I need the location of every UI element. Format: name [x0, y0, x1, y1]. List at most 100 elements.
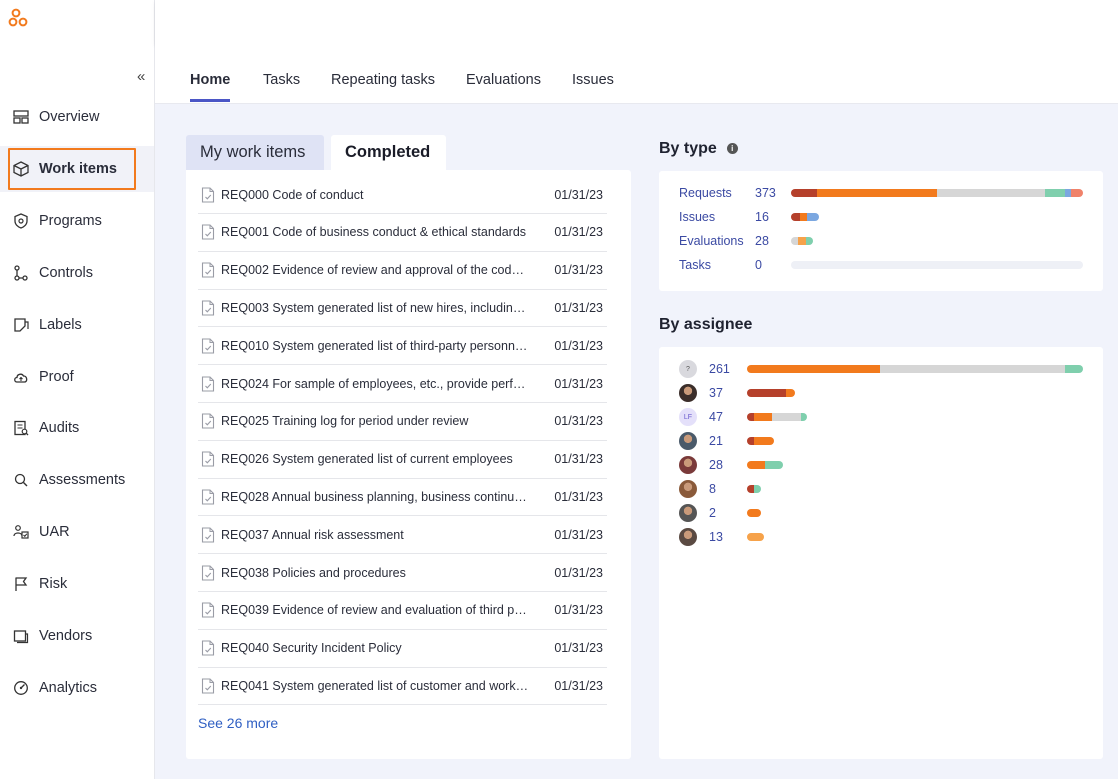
- sidebar: « Overview Work items Programs Controls …: [0, 0, 155, 779]
- bar-segment: [936, 189, 1046, 197]
- stacked-bar[interactable]: [747, 485, 762, 493]
- list-item[interactable]: REQ041 System generated list of customer…: [198, 667, 607, 706]
- sidebar-item-label: Analytics: [39, 680, 98, 696]
- type-count[interactable]: 373: [755, 186, 776, 200]
- tab-issues[interactable]: Issues: [572, 72, 614, 88]
- info-icon[interactable]: i: [726, 143, 738, 155]
- work-item-title: REQ000 Code of conduct: [221, 187, 364, 202]
- assignee-count[interactable]: 28: [709, 458, 723, 472]
- avatar[interactable]: LF: [679, 408, 697, 426]
- collapse-sidebar-icon[interactable]: «: [137, 68, 146, 85]
- avatar[interactable]: [679, 480, 697, 498]
- document-icon: [201, 224, 215, 240]
- list-item[interactable]: REQ000 Code of conduct 01/31/23: [198, 176, 607, 214]
- sidebar-item-controls[interactable]: Controls: [0, 250, 154, 296]
- sidebar-item-programs[interactable]: Programs: [0, 198, 154, 244]
- tab-home[interactable]: Home: [190, 72, 231, 102]
- work-items-list: REQ000 Code of conduct 01/31/23 REQ001 Cod…: [186, 170, 631, 759]
- sidebar-item-proof[interactable]: Proof: [0, 354, 154, 400]
- list-item[interactable]: REQ024 For sample of employees, etc., pr…: [198, 365, 607, 403]
- work-item-title: REQ028 Annual business planning, busines…: [221, 489, 547, 504]
- tab-evaluations[interactable]: Evaluations: [466, 72, 541, 88]
- work-item-title: REQ001 Code of business conduct & ethica…: [221, 225, 527, 240]
- assignee-row: 37: [679, 384, 747, 402]
- assignee-count[interactable]: 2: [709, 506, 716, 520]
- assignee-count[interactable]: 8: [709, 482, 716, 496]
- stacked-bar[interactable]: [747, 413, 808, 421]
- work-item-title: REQ038 Policies and procedures: [221, 565, 406, 580]
- tab-tasks[interactable]: Tasks: [263, 72, 301, 88]
- work-item-date: 01/31/23: [554, 376, 603, 391]
- sidebar-item-uar[interactable]: UAR: [0, 509, 154, 555]
- list-item[interactable]: REQ001 Code of business conduct & ethica…: [198, 214, 607, 252]
- bar-segment: [800, 413, 808, 421]
- document-icon: [201, 413, 215, 429]
- list-item[interactable]: REQ037 Annual risk assessment 01/31/23: [198, 516, 607, 555]
- by-type-heading: By type: [659, 140, 717, 157]
- assignee-row: LF 47: [679, 408, 747, 426]
- see-more-link[interactable]: See 26 more: [198, 715, 279, 731]
- avatar[interactable]: [679, 504, 697, 522]
- stacked-bar[interactable]: [747, 533, 765, 541]
- list-item[interactable]: REQ025 Training log for period under rev…: [198, 403, 607, 441]
- assignee-count[interactable]: 21: [709, 434, 723, 448]
- bar-segment: [747, 413, 754, 421]
- type-label[interactable]: Issues: [679, 210, 716, 224]
- sidebar-item-vendors[interactable]: Vendors: [0, 613, 154, 659]
- avatar[interactable]: [679, 384, 697, 402]
- stacked-bar[interactable]: [747, 437, 775, 445]
- list-item[interactable]: REQ003 System generated list of new hire…: [198, 289, 607, 328]
- list-item[interactable]: REQ039 Evidence of review and evaluation…: [198, 592, 607, 630]
- bar-segment: [791, 189, 818, 197]
- list-item[interactable]: REQ026 System generated list of current …: [198, 441, 607, 479]
- sidebar-item-label: Overview: [39, 109, 100, 125]
- avatar[interactable]: [679, 528, 697, 546]
- list-item[interactable]: REQ028 Annual business planning, busines…: [198, 478, 607, 517]
- type-count[interactable]: 0: [755, 258, 762, 272]
- sidebar-item-work-items[interactable]: Work items: [0, 146, 154, 192]
- type-count[interactable]: 16: [755, 210, 769, 224]
- assignee-count[interactable]: 261: [709, 362, 730, 376]
- stacked-bar[interactable]: [747, 365, 1083, 373]
- sidebar-item-analytics[interactable]: Analytics: [0, 665, 154, 711]
- sidebar-item-assessments[interactable]: Assessments: [0, 457, 154, 503]
- stacked-bar[interactable]: [791, 261, 1083, 269]
- assignee-count[interactable]: 47: [709, 410, 723, 424]
- sidebar-item-audits[interactable]: Audits: [0, 405, 154, 451]
- bar-segment: [1045, 189, 1066, 197]
- cloud-icon: [12, 368, 30, 386]
- type-label[interactable]: Tasks: [679, 258, 711, 272]
- app-logo-icon[interactable]: [8, 7, 34, 33]
- tab-repeating-tasks[interactable]: Repeating tasks: [331, 72, 435, 88]
- assignee-count[interactable]: 37: [709, 386, 723, 400]
- avatar[interactable]: ?: [679, 360, 697, 378]
- bar-segment: [753, 413, 773, 421]
- sidebar-item-labels[interactable]: Labels: [0, 302, 154, 348]
- avatar[interactable]: [679, 432, 697, 450]
- stacked-bar[interactable]: [791, 237, 813, 245]
- stacked-bar[interactable]: [747, 461, 784, 469]
- list-item[interactable]: REQ002 Evidence of review and approval o…: [198, 252, 607, 290]
- document-icon: [201, 640, 215, 656]
- subtab-completed[interactable]: Completed: [331, 135, 446, 170]
- avatar[interactable]: [679, 456, 697, 474]
- assignee-count[interactable]: 13: [709, 530, 723, 544]
- stacked-bar[interactable]: [791, 213, 819, 221]
- type-label[interactable]: Evaluations: [679, 234, 744, 248]
- stacked-bar[interactable]: [747, 509, 762, 517]
- sidebar-item-overview[interactable]: Overview: [0, 94, 154, 140]
- list-item[interactable]: REQ040 Security Incident Policy 01/31/23: [198, 630, 607, 668]
- list-item[interactable]: REQ038 Policies and procedures 01/31/23: [198, 554, 607, 592]
- type-label[interactable]: Requests: [679, 186, 732, 200]
- document-icon: [201, 186, 215, 203]
- search-icon: [12, 471, 30, 489]
- stacked-bar[interactable]: [747, 389, 796, 397]
- assignee-row: ? 261: [679, 360, 747, 378]
- stacked-bar[interactable]: [791, 189, 1083, 197]
- type-count[interactable]: 28: [755, 234, 769, 248]
- subtab-my-work-items[interactable]: My work items: [186, 135, 324, 170]
- list-item[interactable]: REQ010 System generated list of third-pa…: [198, 327, 607, 366]
- sidebar-item-risk[interactable]: Risk: [0, 561, 154, 607]
- work-item-title: REQ025 Training log for period under rev…: [221, 414, 469, 429]
- work-item-date: 01/31/23: [554, 187, 603, 202]
